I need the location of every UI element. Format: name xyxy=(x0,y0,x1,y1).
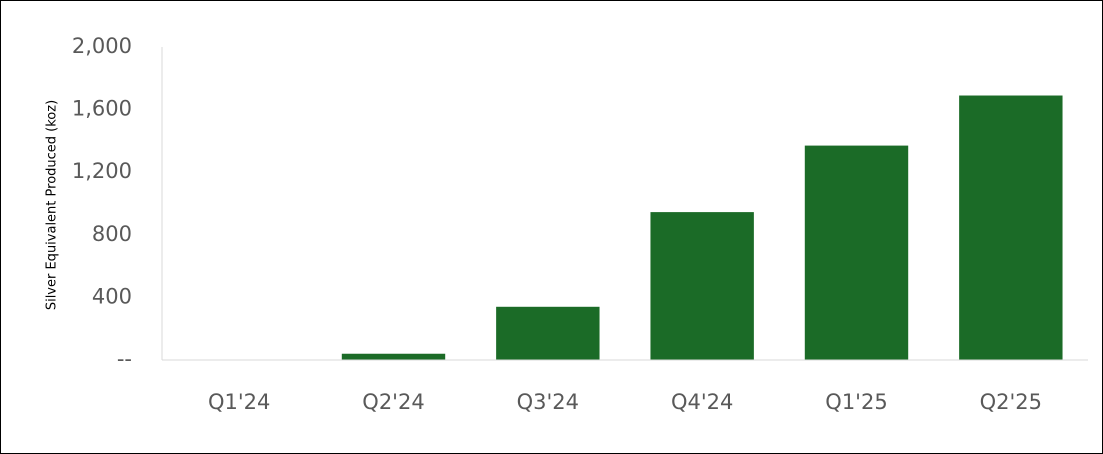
bar xyxy=(496,306,600,360)
y-tick-label: -- xyxy=(117,347,132,371)
x-tick-label: Q1'25 xyxy=(825,390,887,414)
bar xyxy=(804,145,909,360)
y-tick-label: 1,600 xyxy=(72,97,132,121)
x-tick-label: Q4'24 xyxy=(671,390,733,414)
y-tick-label: 400 xyxy=(92,284,132,308)
x-tick-label: Q2'24 xyxy=(362,390,424,414)
x-tick-label: Q1'24 xyxy=(208,390,270,414)
y-tick-label: 2,000 xyxy=(72,34,132,58)
bar xyxy=(959,95,1063,360)
y-tick-label: 800 xyxy=(92,222,132,246)
y-axis-label: Silver Equivalent Produced (koz) xyxy=(45,100,60,310)
bar xyxy=(341,353,446,360)
x-tick-label: Q3'24 xyxy=(517,390,579,414)
bar xyxy=(650,212,754,360)
y-tick-label: 1,200 xyxy=(72,159,132,183)
x-tick-label: Q2'25 xyxy=(980,390,1042,414)
